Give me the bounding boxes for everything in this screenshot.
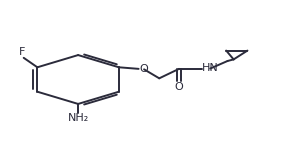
Text: O: O <box>139 64 148 74</box>
Text: HN: HN <box>202 63 219 73</box>
Text: NH₂: NH₂ <box>67 113 89 123</box>
Text: O: O <box>174 82 183 92</box>
Text: F: F <box>19 47 25 57</box>
